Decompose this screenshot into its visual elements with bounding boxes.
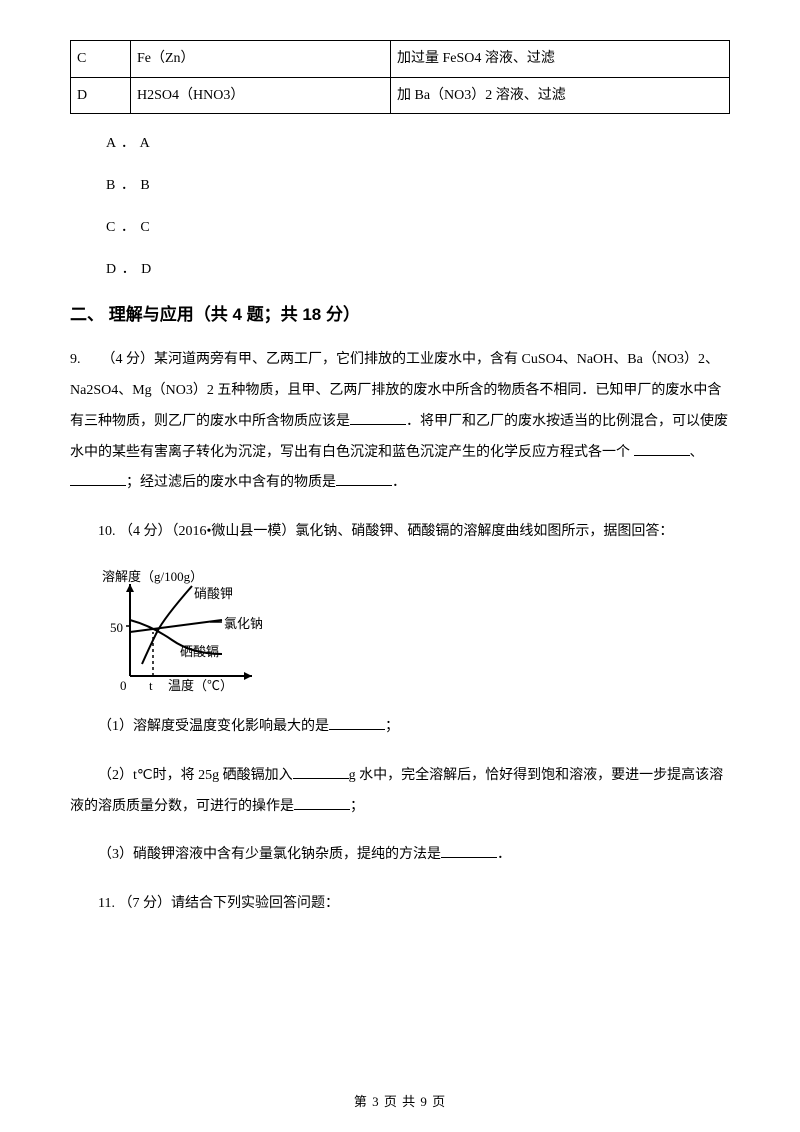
row-label: C	[71, 41, 131, 78]
q9-text: ；经过滤后的废水中含有的物质是	[126, 475, 336, 490]
q10-1-post: ；	[385, 719, 399, 734]
q9-sep: 、	[690, 445, 704, 460]
blank	[294, 796, 350, 810]
q10-3-post: ．	[497, 847, 511, 862]
table-row: C Fe（Zn） 加过量 FeSO4 溶液、过滤	[71, 41, 730, 78]
x-axis-label: 温度（℃）	[168, 678, 233, 693]
options-table: C Fe（Zn） 加过量 FeSO4 溶液、过滤 D H2SO4（HNO3） 加…	[70, 40, 730, 114]
q10-2-pre: （2）t℃时，将 25g 硒酸镉加入	[98, 768, 293, 783]
question-10-2: （2）t℃时，将 25g 硒酸镉加入g 水中，完全溶解后，恰好得到饱和溶液，要进…	[70, 761, 730, 823]
cdseo4-label: 硒酸镉	[180, 644, 219, 659]
chart-svg: 50 0 t 温度（℃） 硝酸钾 氯化钠 硒酸镉	[102, 584, 282, 696]
answer-option-a: A ． A	[106, 132, 730, 152]
origin-label: 0	[120, 678, 127, 693]
question-10-1: （1）溶解度受温度变化影响最大的是 ；	[70, 712, 730, 743]
blank	[329, 716, 385, 730]
q9-suffix: ．	[392, 475, 406, 490]
row-method: 加 Ba（NO3）2 溶液、过滤	[391, 77, 730, 114]
q10-3-pre: （3）硝酸钾溶液中含有少量氯化钠杂质，提纯的方法是	[98, 847, 441, 862]
y-axis-arrow-icon	[126, 584, 134, 592]
answer-option-c: C ． C	[106, 216, 730, 236]
question-10-3: （3）硝酸钾溶液中含有少量氯化钠杂质，提纯的方法是 ．	[70, 840, 730, 871]
q10-1-pre: （1）溶解度受温度变化影响最大的是	[98, 719, 329, 734]
ytick-label: 50	[110, 620, 123, 635]
row-content: H2SO4（HNO3）	[131, 77, 391, 114]
table-row: D H2SO4（HNO3） 加 Ba（NO3）2 溶液、过滤	[71, 77, 730, 114]
question-10-intro: 10. （4 分）（2016•微山县一模）氯化钠、硝酸钾、硒酸镉的溶解度曲线如图…	[70, 517, 730, 548]
xtick-label: t	[149, 678, 153, 693]
row-label: D	[71, 77, 131, 114]
row-method: 加过量 FeSO4 溶液、过滤	[391, 41, 730, 78]
blank	[336, 472, 392, 486]
blank	[293, 765, 349, 779]
answer-option-b: B ． B	[106, 174, 730, 194]
nacl-label: 氯化钠	[224, 616, 263, 631]
x-axis-arrow-icon	[244, 672, 252, 680]
question-11: 11. （7 分）请结合下列实验回答问题：	[70, 889, 730, 920]
q10-2-post: ；	[350, 799, 364, 814]
row-content: Fe（Zn）	[131, 41, 391, 78]
chart-y-axis-label: 溶解度（g/100g）	[102, 566, 203, 585]
kno3-label: 硝酸钾	[194, 586, 233, 601]
blank	[441, 844, 497, 858]
question-9: 9. （4 分）某河道两旁有甲、乙两工厂，它们排放的工业废水中，含有 CuSO4…	[70, 345, 730, 499]
blank	[70, 472, 126, 486]
section-heading: 二、 理解与应用（共 4 题；共 18 分）	[70, 300, 730, 325]
answer-option-d: D ． D	[106, 258, 730, 278]
page-footer: 第 3 页 共 9 页	[0, 1091, 800, 1110]
blank	[634, 442, 690, 456]
nacl-curve	[130, 620, 222, 632]
blank	[350, 411, 406, 425]
solubility-chart: 溶解度（g/100g） 50 0 t 温度（℃） 硝酸钾 氯化钠 硒酸镉	[102, 566, 302, 696]
